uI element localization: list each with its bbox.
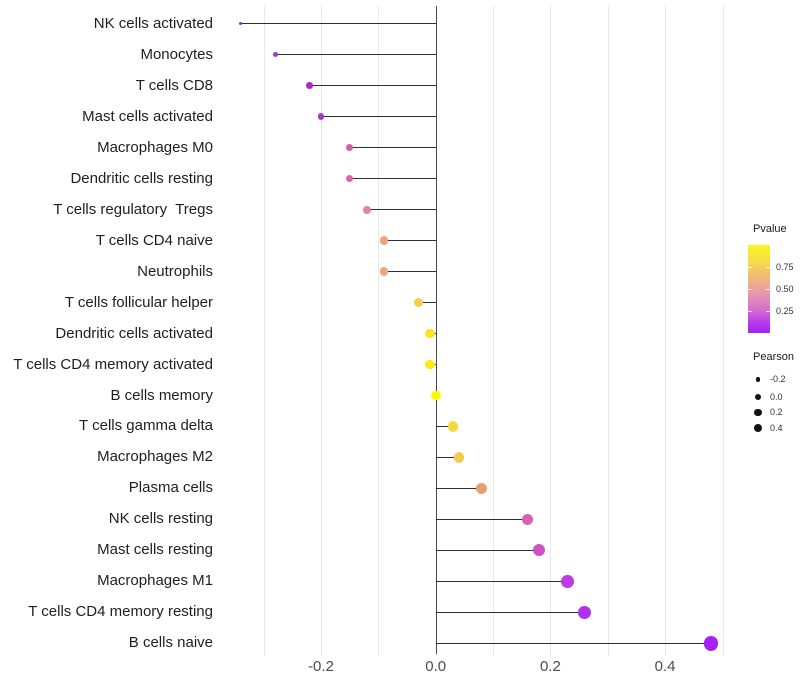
category-label: T cells CD4 memory activated <box>13 355 213 373</box>
lollipop-dot <box>532 544 545 557</box>
zero-baseline <box>435 6 437 654</box>
lollipop-stem <box>240 23 436 25</box>
pearson-legend-dot <box>754 393 762 400</box>
pvalue-bar-tick <box>748 311 752 312</box>
lollipop-stem <box>384 239 436 242</box>
lollipop-dot <box>345 143 354 152</box>
pearson-tick-label: 0.0 <box>770 391 783 402</box>
category-label: NK cells resting <box>108 510 213 528</box>
lollipop-stem <box>435 642 711 644</box>
pvalue-tick-label: 0.25 <box>776 306 794 316</box>
pearson-tick-label: -0.2 <box>770 374 786 385</box>
pvalue-color-legend: Pvalue 0.75 0.50 0.25 <box>745 220 800 345</box>
lollipop-dot <box>379 267 389 276</box>
category-label: T cells gamma delta <box>79 417 213 435</box>
lollipop-stem <box>275 54 436 56</box>
lollipop-dot <box>317 113 325 121</box>
category-label: Dendritic cells activated <box>55 324 213 342</box>
lollipop-stem <box>435 456 459 459</box>
pearson-size-legend: Pearson -0.2 0.0 0.2 0.4 <box>745 348 800 448</box>
category-label: Plasma cells <box>128 479 213 497</box>
category-label: T cells regulatory Tregs <box>53 200 213 218</box>
lollipop-dot <box>425 359 435 370</box>
lollipop-dot <box>578 605 592 619</box>
gridline <box>722 6 724 656</box>
category-label: Neutrophils <box>137 262 213 280</box>
category-label: T cells CD4 memory resting <box>28 603 213 621</box>
lollipop-dot <box>345 174 354 183</box>
category-label: Mast cells activated <box>82 107 213 125</box>
lollipop-stem <box>435 611 585 613</box>
category-label: Monocytes <box>140 45 213 63</box>
x-axis-tick-label: 0.4 <box>654 658 676 675</box>
x-axis-tick-label: 0.0 <box>425 658 447 675</box>
lollipop-stem <box>435 518 528 521</box>
lollipop-dot <box>561 575 574 588</box>
pvalue-gradient-bar <box>748 245 770 333</box>
pearson-tick-label: 0.2 <box>770 407 783 418</box>
pvalue-legend-title: Pvalue <box>753 223 787 235</box>
lollipop-stem <box>349 177 436 180</box>
lollipop-dot <box>306 82 313 89</box>
lollipop-stem <box>435 580 568 582</box>
pearson-legend-dot <box>755 377 761 382</box>
pvalue-tick-label: 0.75 <box>776 262 794 272</box>
category-label: T cells CD8 <box>135 76 213 94</box>
category-label: B cells memory <box>110 386 213 404</box>
lollipop-dot <box>425 328 435 339</box>
category-label: Macrophages M1 <box>97 572 213 590</box>
pearson-legend-dot <box>753 424 763 433</box>
lollipop-stem <box>418 301 436 304</box>
lollipop-dot <box>430 390 441 401</box>
lollipop-dot <box>703 635 719 651</box>
gridline <box>493 6 495 656</box>
gridline <box>550 6 552 656</box>
category-label: Macrophages M2 <box>97 448 213 466</box>
category-label: NK cells activated <box>93 14 213 32</box>
pvalue-bar-tick <box>766 289 770 290</box>
pvalue-bar-tick <box>748 289 752 290</box>
lollipop-stem <box>309 85 436 87</box>
lollipop-dot <box>413 297 424 308</box>
category-label: Mast cells resting <box>97 541 213 559</box>
gridline <box>665 6 667 656</box>
pvalue-bar-tick <box>748 267 752 268</box>
pearson-tick-label: 0.4 <box>770 423 783 434</box>
pvalue-bar-tick <box>766 311 770 312</box>
lollipop-dot <box>379 236 389 245</box>
gridline <box>321 6 322 656</box>
lollipop-stem <box>349 146 436 149</box>
x-axis-tick-label: 0.2 <box>539 658 561 675</box>
gridline <box>263 6 265 656</box>
category-label: Macrophages M0 <box>97 138 213 156</box>
lollipop-dot <box>521 513 534 526</box>
category-label: B cells naive <box>128 634 213 652</box>
lollipop-dot <box>453 452 464 463</box>
lollipop-stem <box>321 115 436 118</box>
lollipop-stem <box>435 487 482 490</box>
category-label: Dendritic cells resting <box>70 169 213 187</box>
lollipop-stem <box>435 549 539 552</box>
pvalue-tick-label: 0.50 <box>776 284 794 294</box>
category-label: T cells follicular helper <box>64 293 213 311</box>
x-axis-tick-label: -0.2 <box>308 658 334 675</box>
lollipop-dot <box>362 205 371 214</box>
gridline <box>607 6 609 656</box>
lollipop-stem <box>435 425 453 428</box>
pearson-legend-dot <box>754 408 762 416</box>
lollipop-dot <box>272 52 278 58</box>
lollipop-dot <box>476 483 488 494</box>
lollipop-stem <box>384 270 436 273</box>
category-label: T cells CD4 naive <box>95 231 213 249</box>
pvalue-bar-tick <box>766 267 770 268</box>
lollipop-dot <box>447 421 459 432</box>
lollipop-stem <box>366 208 436 211</box>
pearson-legend-title: Pearson <box>753 351 794 363</box>
gridline <box>378 6 380 656</box>
lollipop-dot <box>239 22 243 26</box>
